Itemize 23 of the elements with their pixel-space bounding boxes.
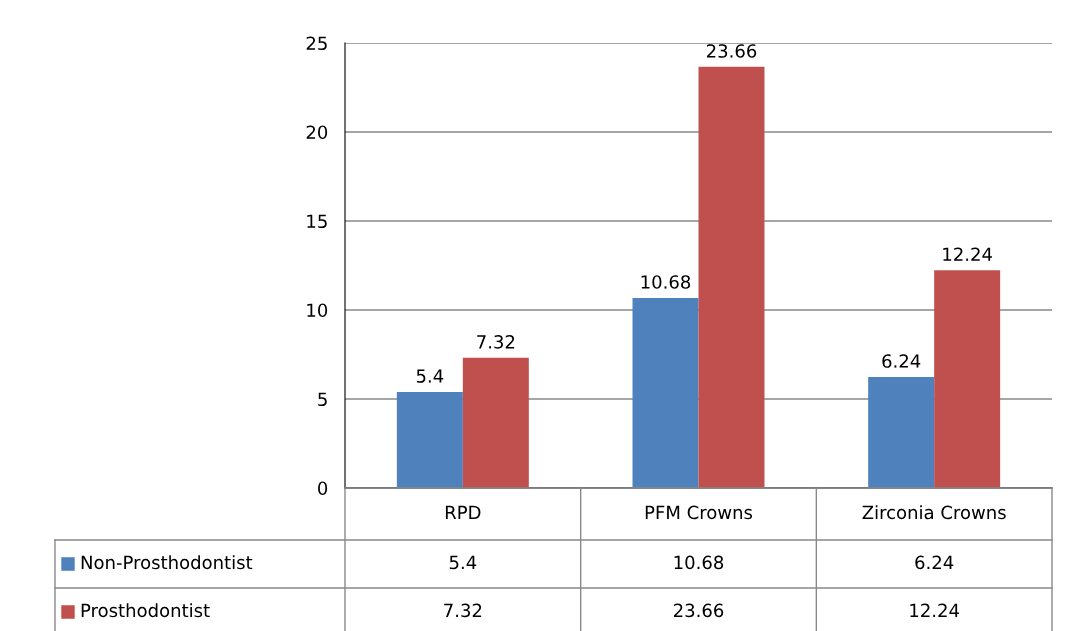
data-label: 6.24: [882, 354, 921, 368]
data-label: 12.24: [943, 247, 992, 261]
y-tick-label: 0: [318, 481, 328, 496]
y-tick-label: 15: [307, 214, 327, 229]
x-tick-label: Zirconia Crowns: [862, 505, 1006, 520]
text: 7.32: [444, 603, 482, 618]
text: 6.24: [915, 555, 954, 570]
x-tick-label: RPD: [445, 505, 481, 519]
x-tick-label: PFM Crowns: [645, 505, 753, 520]
data-label: 5.4: [416, 369, 444, 383]
y-tick-label: 20: [306, 125, 328, 140]
data-label: 23.66: [706, 44, 757, 58]
y-tick-label: 25: [306, 36, 327, 51]
data-label: 10.68: [641, 275, 691, 289]
y-tick-label: 5: [318, 392, 327, 407]
text: 5.4: [449, 555, 477, 570]
legend-label: Prosthodontist: [81, 603, 210, 618]
text: 10.68: [674, 555, 724, 570]
text: 12.24: [910, 603, 959, 617]
data-label: 7.32: [477, 334, 515, 349]
legend-label: Non-Prosthodontist: [81, 555, 253, 570]
text: 23.66: [673, 603, 724, 618]
y-tick-label: 10: [307, 303, 328, 318]
